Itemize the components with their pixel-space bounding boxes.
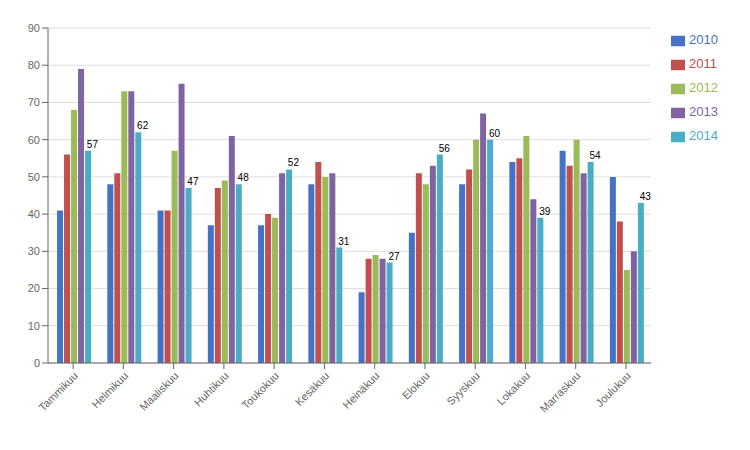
svg-text:Huhtikuu: Huhtikuu [192, 369, 231, 408]
svg-text:62: 62 [137, 120, 149, 131]
html-text:2013: 2013 [689, 104, 718, 119]
svg-text:Kesäkuu: Kesäkuu [293, 369, 332, 408]
svg-text:Helmikuu: Helmikuu [89, 369, 130, 410]
svg-text:27: 27 [388, 251, 400, 262]
svg-text:31: 31 [338, 236, 350, 247]
svg-text:20: 20 [28, 282, 40, 294]
svg-text:Tammikuu: Tammikuu [36, 369, 80, 413]
svg-text:50: 50 [28, 171, 40, 183]
html-text:2014: 2014 [689, 128, 718, 143]
svg-text:Lokakuu: Lokakuu [494, 369, 532, 407]
svg-text:10: 10 [28, 320, 40, 332]
svg-text:56: 56 [439, 143, 451, 154]
svg-text:90: 90 [28, 22, 40, 34]
html-text:2011: 2011 [689, 56, 717, 71]
svg-text:30: 30 [28, 245, 40, 257]
svg-text:Maaliskuu: Maaliskuu [137, 369, 181, 413]
html-text:2012: 2012 [689, 80, 718, 95]
svg-text:60: 60 [489, 128, 501, 139]
svg-text:70: 70 [28, 96, 40, 108]
svg-text:48: 48 [238, 172, 250, 183]
svg-text:Joulukuu: Joulukuu [593, 369, 633, 409]
svg-text:Toukokuu: Toukokuu [239, 369, 281, 411]
svg-text:47: 47 [187, 176, 199, 187]
svg-text:54: 54 [589, 150, 601, 161]
svg-text:43: 43 [640, 191, 652, 202]
svg-text:52: 52 [288, 157, 300, 168]
svg-text:60: 60 [28, 134, 40, 146]
svg-text:80: 80 [28, 59, 40, 71]
svg-text:Heinäkuu: Heinäkuu [340, 369, 381, 410]
svg-text:39: 39 [539, 206, 551, 217]
svg-text:Elokuu: Elokuu [400, 369, 432, 401]
svg-text:0: 0 [34, 357, 40, 369]
svg-text:Marraskuu: Marraskuu [537, 369, 582, 414]
svg-text:Syyskuu: Syyskuu [444, 369, 482, 407]
svg-text:40: 40 [28, 208, 40, 220]
html-text:2010: 2010 [689, 32, 718, 47]
svg-text:57: 57 [87, 139, 99, 150]
